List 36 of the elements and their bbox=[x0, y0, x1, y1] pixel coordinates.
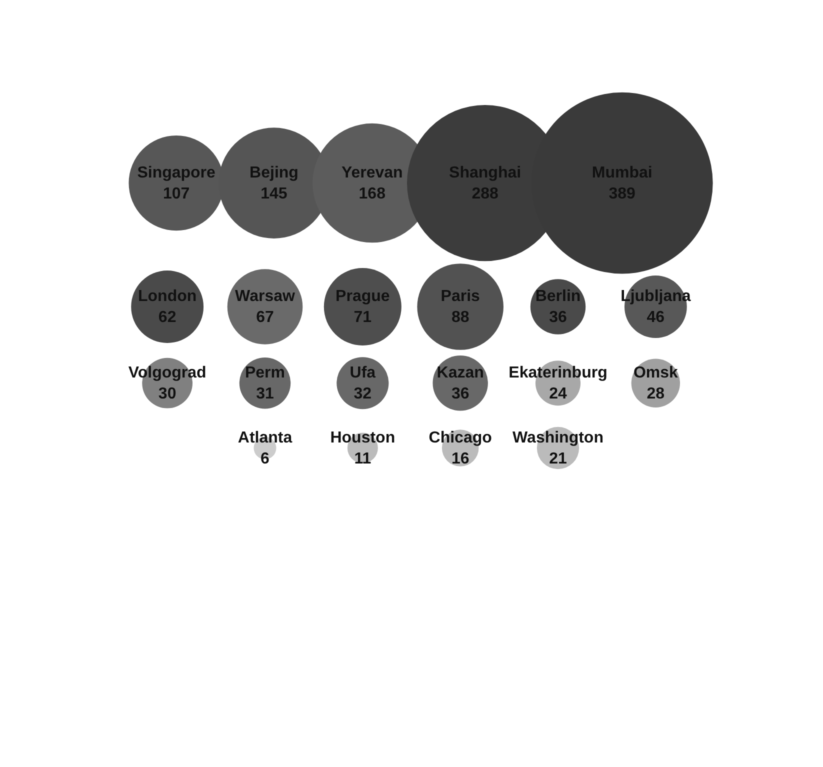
category-label: Ekaterinburg bbox=[508, 364, 608, 382]
category-label: Atlanta bbox=[238, 429, 292, 446]
category-label: Singapore bbox=[137, 164, 216, 182]
data-label: 16 bbox=[451, 450, 470, 468]
category-label: London bbox=[138, 288, 197, 306]
data-label: 168 bbox=[358, 185, 386, 202]
category-label: Bejing bbox=[250, 164, 298, 182]
data-label: 88 bbox=[451, 309, 470, 326]
category-label: Ufa bbox=[350, 364, 376, 382]
category-label: Yerevan bbox=[341, 164, 403, 182]
data-label: 46 bbox=[646, 309, 665, 326]
data-label: 32 bbox=[354, 386, 372, 403]
data-label: 30 bbox=[158, 386, 176, 403]
category-label: Omsk bbox=[633, 364, 678, 382]
category-label: Kazan bbox=[436, 364, 484, 382]
category-label: Perm bbox=[244, 364, 286, 382]
data-label: 36 bbox=[549, 309, 568, 326]
category-label: Berlin bbox=[535, 288, 581, 306]
category-label: Chicago bbox=[428, 429, 492, 446]
data-label: 11 bbox=[354, 450, 372, 468]
data-label: 107 bbox=[162, 185, 190, 202]
category-label: Warsaw bbox=[235, 288, 296, 306]
data-label: 24 bbox=[549, 386, 568, 403]
category-label: Houston bbox=[330, 429, 396, 446]
category-label: Paris bbox=[440, 288, 480, 306]
data-label: 31 bbox=[256, 386, 274, 403]
data-label: 21 bbox=[549, 450, 568, 468]
data-label: 62 bbox=[158, 309, 176, 326]
data-label: 36 bbox=[451, 386, 470, 403]
category-label: Prague bbox=[336, 288, 390, 306]
data-label: 145 bbox=[260, 185, 288, 202]
data-label: 71 bbox=[354, 309, 372, 326]
data-label: 28 bbox=[646, 386, 665, 403]
data-label: 6 bbox=[260, 450, 270, 468]
category-label: Washington bbox=[512, 429, 604, 446]
data-label: 67 bbox=[256, 309, 274, 326]
